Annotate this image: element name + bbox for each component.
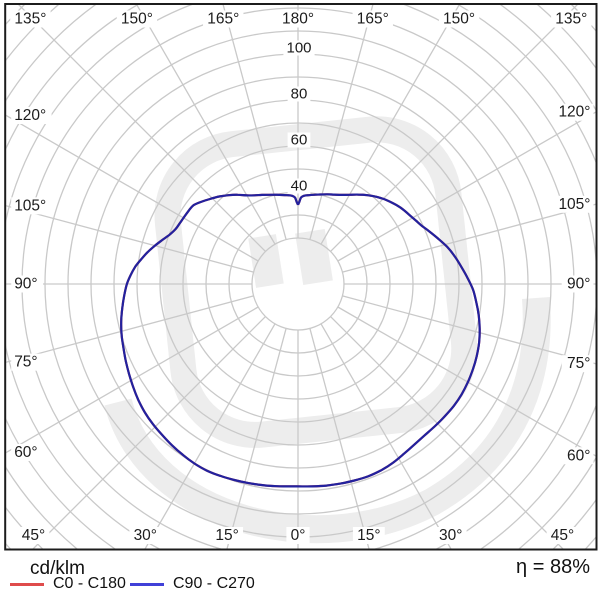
grid-spoke — [6, 306, 259, 454]
label-halo — [352, 10, 393, 28]
label-halo — [129, 527, 162, 544]
label-halo — [546, 527, 579, 544]
legend-item-c90-c270: C90 - C270 — [130, 575, 255, 593]
label-halo — [10, 10, 51, 28]
grid-spoke — [226, 328, 287, 549]
grid-spoke — [222, 5, 287, 240]
watermark-bar-left — [248, 234, 284, 288]
legend-line-c0-c180 — [10, 582, 44, 586]
angle-label-135-left: 135° — [14, 11, 46, 28]
grid-spoke — [6, 295, 254, 363]
angle-label-165-right: 165° — [357, 11, 389, 28]
angle-label-75-left: 75° — [14, 354, 37, 371]
angle-label-30-right: 30° — [439, 527, 462, 544]
label-halo — [283, 40, 315, 56]
label-halo — [11, 107, 52, 125]
grid-spoke — [337, 111, 596, 262]
label-halo — [211, 527, 244, 544]
label-halo — [11, 443, 43, 461]
labels: 0° 15° 15° 30° 30° 45° 45° 60° 60° 75° 75° 90° 90° 10… — [10, 10, 594, 544]
legend-label-c90-c270: C90 - C270 — [173, 575, 255, 592]
angle-label-150-right: 150° — [443, 11, 475, 28]
grid-spoke — [320, 5, 460, 245]
grid-spoke — [309, 328, 370, 549]
curves — [120, 193, 481, 488]
angle-label-105-left: 105° — [14, 197, 46, 214]
label-halo — [551, 10, 592, 28]
angle-label-15-right: 15° — [357, 527, 380, 544]
angle-label-30-left: 30° — [134, 527, 157, 544]
label-halo — [553, 195, 594, 213]
angle-label-150-left: 150° — [121, 11, 153, 28]
chart-frame — [4, 3, 598, 551]
watermark-bar-right — [295, 228, 333, 286]
label-halo — [561, 355, 594, 373]
watermark-swoosh — [104, 297, 551, 544]
label-halo — [553, 103, 594, 121]
grid-spoke — [144, 323, 276, 549]
legend-line-c90-c270 — [130, 582, 164, 586]
watermark-logo — [104, 116, 551, 544]
label-halo — [287, 132, 311, 148]
label-halo — [277, 10, 319, 28]
label-halo — [11, 353, 43, 371]
label-halo — [434, 527, 467, 544]
radial-label-80: 80 — [291, 86, 308, 103]
label-halo — [561, 275, 594, 293]
angle-label-165-left: 165° — [207, 11, 239, 28]
grid-spoke — [136, 5, 276, 245]
label-halo — [116, 10, 158, 28]
grid-spoke — [320, 323, 452, 549]
angle-label-0-right: 0° — [291, 527, 306, 544]
label-halo — [438, 10, 480, 28]
angle-label-135-right: 135° — [555, 11, 587, 28]
grid-spoke — [337, 306, 596, 457]
angle-label-180-right: 180° — [282, 11, 314, 28]
radial-label-100: 100 — [286, 40, 311, 57]
angle-label-45-left: 45° — [22, 527, 45, 544]
angle-label-90-left: 90° — [14, 276, 37, 293]
angle-label-60-left: 60° — [14, 444, 37, 461]
legend-item-c0-c180: C0 - C180 — [10, 575, 126, 593]
efficiency-label: η = 88% — [516, 556, 590, 578]
unit-label: cd/klm — [30, 558, 85, 579]
radial-label-60: 60 — [291, 132, 308, 149]
label-halo — [286, 527, 310, 544]
curve-c90-c270 — [120, 193, 481, 488]
angle-label-75-right: 75° — [567, 355, 590, 372]
grid-spoke — [309, 5, 374, 240]
angle-label-120-left: 120° — [14, 107, 46, 124]
angle-label-120-right: 120° — [558, 104, 590, 121]
label-halo — [11, 197, 52, 215]
grid-spoke — [342, 203, 596, 273]
label-halo — [17, 527, 50, 544]
radial-label-40: 40 — [291, 178, 308, 195]
label-halo — [287, 86, 311, 102]
label-halo — [203, 10, 244, 28]
grid-spoke — [6, 114, 259, 262]
angle-label-45-right: 45° — [551, 527, 574, 544]
angle-label-15-left: 15° — [215, 527, 238, 544]
label-halo — [287, 178, 311, 194]
grid-spoke — [6, 205, 254, 273]
legend-label-c0-c180: C0 - C180 — [53, 575, 126, 592]
label-halo — [11, 275, 43, 293]
grid-spoke — [342, 295, 596, 365]
angle-label-105-right: 105° — [558, 196, 590, 213]
angle-label-60-right: 60° — [567, 447, 590, 464]
label-halo — [352, 527, 385, 544]
angle-label-90-right: 90° — [567, 276, 590, 293]
label-halo — [561, 447, 594, 465]
